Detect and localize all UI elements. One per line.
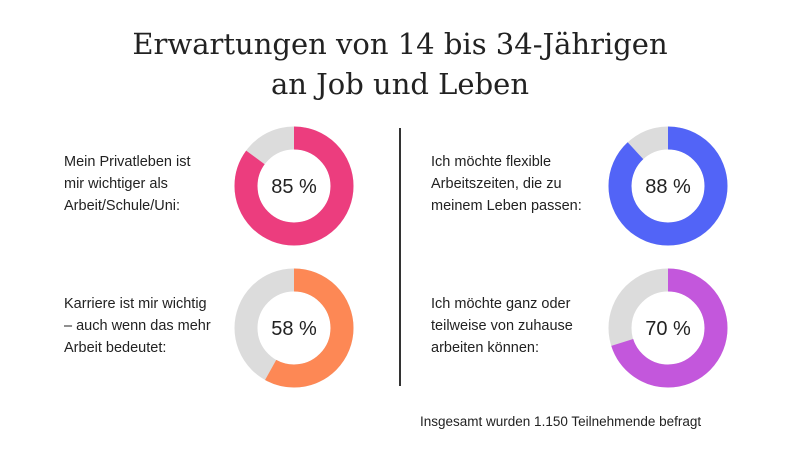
donut-value-label: 88 % [645, 176, 691, 198]
donut-arc-homeoffice [608, 268, 728, 388]
donut-svg-karriere: 58 % [234, 268, 354, 388]
item-label-arbeitszeiten: Ich möchte flexible Arbeitszeiten, die z… [431, 154, 582, 214]
donut-arc-karriere [234, 268, 354, 388]
column-divider [399, 128, 401, 386]
donut-arbeitszeiten: 88 % [606, 124, 730, 248]
donut-svg-privatleben: 85 % [234, 126, 354, 246]
chart-title: Erwartungen von 14 bis 34-Jährigen an Jo… [0, 24, 800, 104]
donut-arc-privatleben [234, 126, 354, 246]
donut-svg-homeoffice: 70 % [608, 268, 728, 388]
item-label-karriere: Karriere ist mir wichtig – auch wenn das… [64, 296, 211, 356]
title-line-2: an Job und Leben [270, 67, 529, 101]
donut-homeoffice: 70 % [606, 266, 730, 390]
donut-privatleben: 85 % [232, 124, 356, 248]
donut-karriere: 58 % [232, 266, 356, 390]
donut-value-label: 85 % [271, 176, 317, 198]
footnote: Insgesamt wurden 1.150 Teilnehmende befr… [420, 414, 702, 429]
donut-svg-arbeitszeiten: 88 % [608, 126, 728, 246]
title-line-1: Erwartungen von 14 bis 34-Jährigen [132, 27, 668, 61]
donut-value-label: 58 % [271, 318, 317, 340]
item-label-privatleben: Mein Privatleben ist mir wichtiger als A… [64, 154, 191, 214]
donut-arc-arbeitszeiten [608, 126, 728, 246]
donut-value-label: 70 % [645, 318, 691, 340]
item-label-homeoffice: Ich möchte ganz oder teilweise von zuhau… [431, 296, 573, 356]
